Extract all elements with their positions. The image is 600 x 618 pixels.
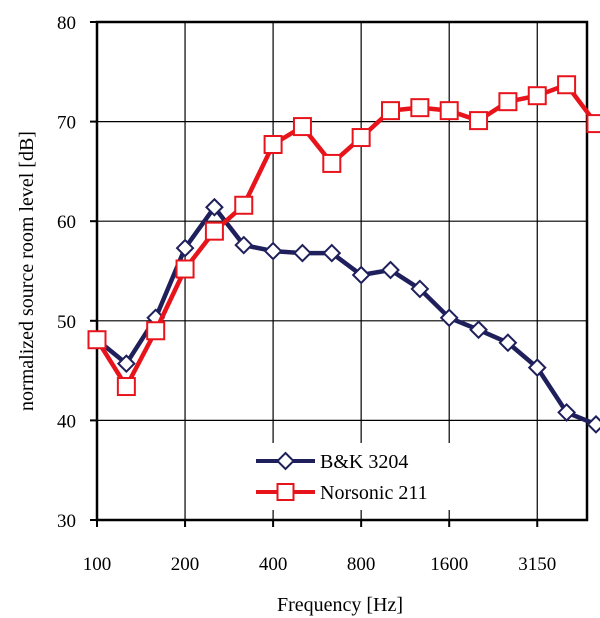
data-point-bk3204 bbox=[175, 238, 195, 258]
x-tick-label: 400 bbox=[259, 554, 288, 575]
data-point-norsonic211 bbox=[116, 377, 136, 397]
data-point-norsonic211 bbox=[175, 259, 195, 279]
y-tick-label: 60 bbox=[57, 212, 76, 233]
data-point-bk3204 bbox=[293, 243, 312, 263]
data-point-norsonic211 bbox=[381, 101, 400, 121]
series-group bbox=[87, 75, 600, 434]
data-point-bk3204 bbox=[498, 333, 518, 353]
data-point-bk3204 bbox=[322, 243, 342, 263]
y-tick-label: 40 bbox=[57, 411, 76, 432]
data-point-norsonic211 bbox=[557, 75, 577, 95]
x-tick-label: 100 bbox=[83, 554, 112, 575]
data-point-bk3204 bbox=[381, 260, 400, 280]
y-tick-label: 50 bbox=[57, 312, 76, 333]
data-point-norsonic211 bbox=[87, 330, 107, 350]
y-tick-label: 70 bbox=[57, 113, 76, 134]
legend-label-norsonic211: Norsonic 211 bbox=[320, 482, 428, 504]
data-point-norsonic211 bbox=[204, 221, 224, 241]
x-tick-label: 800 bbox=[347, 554, 376, 575]
data-point-norsonic211 bbox=[292, 117, 312, 137]
data-point-bk3204 bbox=[234, 235, 254, 255]
data-point-norsonic211 bbox=[146, 321, 166, 341]
x-tick-label: 3150 bbox=[518, 554, 556, 575]
data-point-bk3204 bbox=[469, 320, 488, 340]
data-point-norsonic211 bbox=[322, 153, 342, 173]
data-point-norsonic211 bbox=[498, 92, 518, 112]
data-point-norsonic211 bbox=[586, 114, 600, 134]
data-point-norsonic211 bbox=[527, 86, 547, 106]
series-line-0 bbox=[95, 205, 597, 427]
y-axis-ticks: 30 40 50 60 70 80 bbox=[57, 13, 97, 532]
data-point-bk3204 bbox=[557, 403, 577, 422]
x-axis-title: Frequency [Hz] bbox=[277, 594, 403, 616]
data-point-bk3204 bbox=[204, 197, 224, 217]
y-axis-title: normalized source room level [dB] bbox=[16, 131, 38, 411]
data-point-bk3204 bbox=[439, 308, 459, 328]
legend: B&K 3204 Norsonic 211 bbox=[250, 443, 482, 510]
legend-marker-bk3204 bbox=[276, 451, 295, 471]
plot-area-frame bbox=[95, 20, 589, 522]
data-point-bk3204 bbox=[586, 414, 600, 434]
x-axis-ticks: 100 200 400 800 1600 3150 bbox=[83, 520, 556, 575]
x-tick-label: 1600 bbox=[430, 554, 468, 575]
data-point-bk3204 bbox=[351, 265, 371, 285]
data-point-bk3204 bbox=[263, 241, 283, 261]
data-point-bk3204 bbox=[410, 279, 430, 299]
data-point-norsonic211 bbox=[351, 128, 371, 148]
data-point-bk3204 bbox=[116, 354, 136, 374]
data-point-norsonic211 bbox=[234, 195, 254, 215]
y-tick-label: 80 bbox=[57, 13, 76, 34]
data-point-bk3204 bbox=[527, 358, 547, 378]
y-tick-label: 30 bbox=[57, 511, 76, 532]
data-point-norsonic211 bbox=[439, 101, 459, 121]
data-point-norsonic211 bbox=[410, 98, 430, 118]
x-tick-label: 200 bbox=[171, 554, 200, 575]
series-line-1 bbox=[95, 82, 598, 389]
data-point-norsonic211 bbox=[469, 111, 489, 131]
legend-label-bk3204: B&K 3204 bbox=[320, 451, 408, 473]
legend-marker-norsonic211 bbox=[276, 483, 295, 501]
data-point-norsonic211 bbox=[263, 135, 283, 155]
